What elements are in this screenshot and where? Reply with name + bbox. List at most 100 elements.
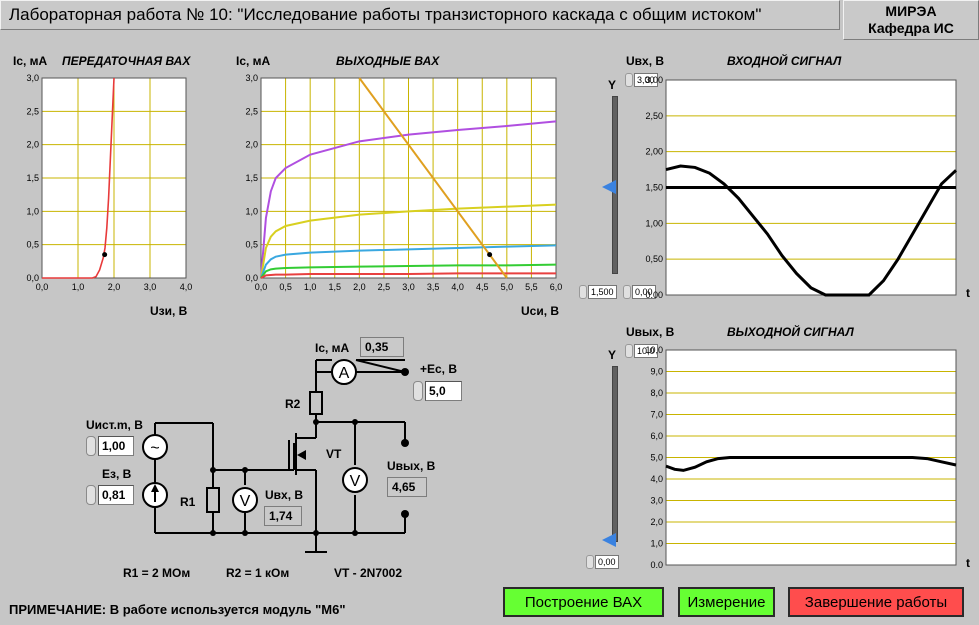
x-tick-label: 4,0 xyxy=(180,282,193,292)
series-line-0 xyxy=(42,77,115,279)
output-xlabel: Uси, В xyxy=(521,304,560,318)
series-line-1 xyxy=(260,203,557,279)
y-tick-label: 3,0 xyxy=(650,496,663,506)
x-tick-label: 5,5 xyxy=(525,282,538,292)
y-tick-label: 1,0 xyxy=(26,206,39,216)
y-tick-label: 4,0 xyxy=(650,474,663,484)
series-line-5 xyxy=(358,77,508,279)
uvx-voltmeter-letter: V xyxy=(240,493,251,510)
r2-label: R2 xyxy=(285,397,301,411)
output-signal-chart: 10,0 9,0 8,0 7,0 6,0 5,0 4,0 3,0 2,0 1,0 0,0 xyxy=(645,346,957,568)
x-tick-label: 6,0 xyxy=(550,282,563,292)
uist-label: Uист.m, В xyxy=(86,418,143,432)
outsig-slider-track[interactable] xyxy=(612,366,618,542)
x-tick-label: 1,0 xyxy=(304,282,317,292)
y-tick-label: 2,5 xyxy=(26,106,39,116)
y-tick-label: 6,0 xyxy=(650,431,663,441)
out-terminal-bottom xyxy=(401,510,409,518)
y-tick-label: 1,50 xyxy=(645,183,663,193)
y-tick-label: 0,0 xyxy=(650,560,663,568)
y-tick-label: 1,00 xyxy=(645,218,663,228)
note-text: ПРИМЕЧАНИЕ: В работе используется модуль… xyxy=(9,602,346,617)
y-tick-label: 9,0 xyxy=(650,367,663,377)
outsig-axis-letter: Y xyxy=(608,348,617,362)
series-line-0 xyxy=(665,456,957,472)
outsig-min-spin[interactable] xyxy=(586,555,594,569)
input-title: ВХОДНОЙ СИГНАЛ xyxy=(727,54,842,68)
build-iv-button[interactable]: Построение ВАХ xyxy=(503,587,664,617)
outsig-max-spin[interactable] xyxy=(625,344,633,358)
x-tick-label: 4,0 xyxy=(451,282,464,292)
series-line-4 xyxy=(260,272,556,279)
vt-arrow-icon xyxy=(297,450,306,460)
r2-resistor xyxy=(309,391,323,415)
outsig-title: ВЫХОДНОЙ СИГНАЛ xyxy=(727,325,854,339)
x-tick-label: 4,5 xyxy=(476,282,489,292)
output-chart: 3,0 2,5 2,0 1,5 1,0 0,5 0,00,0 0,5 1,0 1,5 2,0 2,5 3… xyxy=(245,73,563,292)
x-tick-label: 3,0 xyxy=(402,282,415,292)
x-tick-label: 0,0 xyxy=(36,282,49,292)
uist-input[interactable]: 1,00 xyxy=(98,436,134,456)
transfer-title: ПЕРЕДАТОЧНАЯ ВАХ xyxy=(62,54,191,68)
y-tick-label: 3,0 xyxy=(26,73,39,83)
ammeter-letter: A xyxy=(339,365,350,382)
y-tick-label: 2,0 xyxy=(26,140,39,150)
y-tick-label: 8,0 xyxy=(650,388,663,398)
x-tick-label: 0,5 xyxy=(279,282,292,292)
input-scale-min[interactable]: 0,00 xyxy=(632,285,656,299)
uvyh-voltmeter-letter: V xyxy=(350,473,361,490)
x-tick-label: 2,5 xyxy=(378,282,391,292)
y-tick-label: 1,0 xyxy=(245,206,258,216)
uvyh-label: Uвых, В xyxy=(387,459,436,473)
transfer-ylabel: Ic, мA xyxy=(13,54,48,68)
input-scale-max[interactable]: 3,00 xyxy=(634,73,658,87)
y-tick-label: 0,50 xyxy=(645,254,663,264)
out-terminal-top xyxy=(401,439,409,447)
outsig-scale-max[interactable]: 10,0 xyxy=(634,344,658,358)
x-tick-label: 3,0 xyxy=(144,282,157,292)
output-title: ВЫХОДНЫЕ ВАХ xyxy=(336,54,440,68)
ez-input[interactable]: 0,81 xyxy=(98,485,134,505)
outsig-slider-thumb-icon[interactable] xyxy=(602,533,616,547)
uvx-label: Uвх, В xyxy=(265,488,304,502)
input-slider-thumb-icon[interactable] xyxy=(602,180,616,194)
transfer-chart: 3,0 2,5 2,0 1,5 1,0 0,5 0,00,0 1,0 2,0 3,0 4,0 xyxy=(26,73,193,292)
plot-border xyxy=(665,349,957,566)
x-tick-label: 3,5 xyxy=(427,282,440,292)
uvyh-value: 4,65 xyxy=(387,477,427,497)
circuit-schematic: A ~ V V R1 R2 VT xyxy=(142,359,409,553)
x-tick-label: 5,0 xyxy=(501,282,514,292)
y-tick-label: 1,0 xyxy=(650,539,663,549)
input-axis-letter: Y xyxy=(608,78,617,92)
outsig-scale-min[interactable]: 0,00 xyxy=(595,555,619,569)
y-tick-label: 2,50 xyxy=(645,111,663,121)
y-tick-label: 2,0 xyxy=(245,140,258,150)
y-tick-label: 10,0 xyxy=(645,346,663,355)
title-bar: Лабораторная работа № 10: "Исследование … xyxy=(0,0,840,30)
uvx-voltmeter-icon xyxy=(232,487,258,513)
ec-spinner[interactable] xyxy=(413,381,423,401)
r1-spec: R1 = 2 МОм xyxy=(123,566,191,580)
ez-spinner[interactable] xyxy=(86,485,96,505)
input-max-spin[interactable] xyxy=(625,73,633,87)
input-slider-value[interactable]: 1,500 xyxy=(588,285,617,299)
input-min-spin[interactable] xyxy=(623,285,631,299)
x-tick-label: 2,0 xyxy=(108,282,121,292)
vt-spec: VT - 2N7002 xyxy=(334,566,403,580)
ic-value: 0,35 xyxy=(360,337,404,357)
y-tick-label: 0,5 xyxy=(245,240,258,250)
y-tick-label: 0,5 xyxy=(26,240,39,250)
y-tick-label: 2,5 xyxy=(245,106,258,116)
uist-spinner[interactable] xyxy=(86,436,96,456)
ec-label: +Ec, В xyxy=(420,362,458,376)
ec-input[interactable]: 5,0 xyxy=(425,381,462,401)
y-tick-label: 0,0 xyxy=(245,273,258,283)
org-box: МИРЭА Кафедра ИС xyxy=(843,0,979,40)
series-line-2 xyxy=(260,244,557,279)
y-tick-label: 0,0 xyxy=(26,273,39,283)
measure-button[interactable]: Измерение xyxy=(678,587,775,617)
y-tick-label: 0,00 xyxy=(645,290,663,298)
y-tick-label: 2,00 xyxy=(645,147,663,157)
input-slider-spin[interactable] xyxy=(579,285,587,299)
finish-button[interactable]: Завершение работы xyxy=(788,587,964,617)
